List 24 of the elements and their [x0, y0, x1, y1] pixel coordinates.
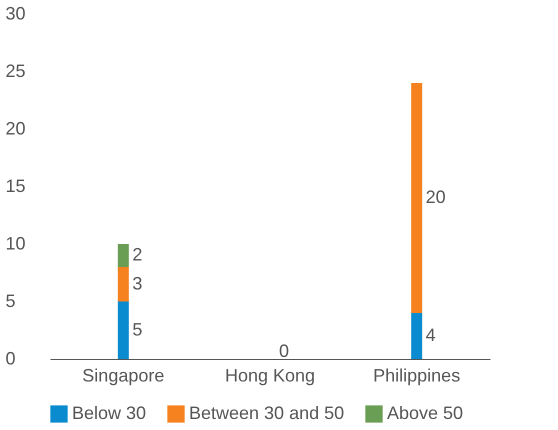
y-tick-label: 25	[6, 61, 26, 81]
x-tick-label: Philippines	[373, 366, 460, 386]
y-tick-label: 0	[6, 348, 16, 368]
bar	[118, 302, 129, 359]
legend-label: Between 30 and 50	[189, 403, 344, 423]
legend-label: Above 50	[387, 403, 464, 423]
data-label: 5	[132, 319, 142, 340]
y-tick-label: 10	[6, 234, 26, 254]
bar	[118, 244, 129, 267]
data-label: 3	[132, 273, 142, 294]
y-tick-label: 15	[6, 176, 26, 196]
legend-label: Below 30	[72, 403, 146, 423]
data-label: 0	[279, 341, 290, 361]
y-tick-label: 30	[6, 4, 26, 24]
y-tick-label: 5	[6, 291, 16, 311]
x-tick-label: Singapore	[82, 366, 164, 386]
bar	[411, 83, 422, 313]
data-label: 2	[132, 244, 142, 264]
y-tick-label: 20	[6, 118, 26, 138]
bar	[118, 267, 129, 302]
x-tick-label: Hong Kong	[224, 366, 316, 386]
data-label: 20	[426, 187, 446, 207]
bar	[411, 313, 422, 359]
data-label: 4	[426, 325, 436, 345]
